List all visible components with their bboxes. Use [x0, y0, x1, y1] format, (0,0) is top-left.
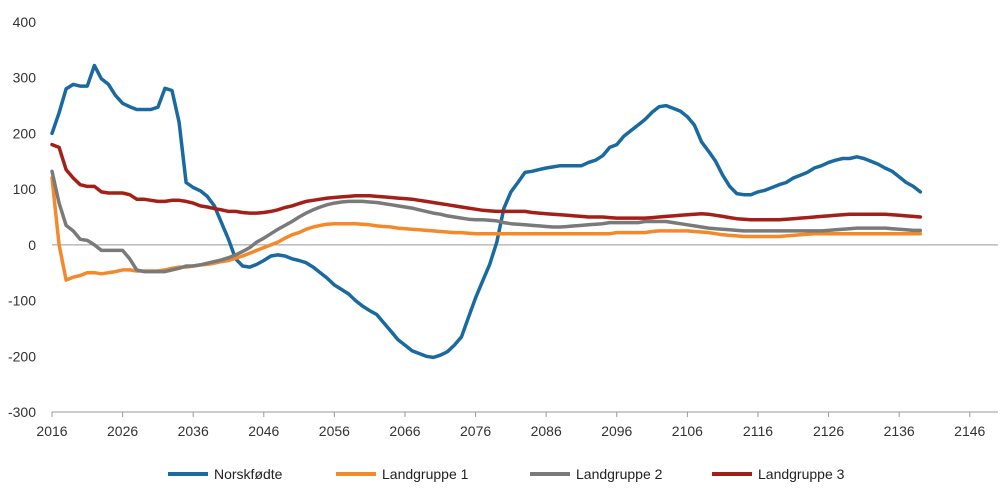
- x-tick-label: 2056: [319, 423, 350, 439]
- y-tick-label: -200: [8, 348, 36, 364]
- x-tick-label: 2136: [884, 423, 915, 439]
- legend-label-4: Landgruppe 3: [758, 466, 845, 482]
- x-tick-label: 2106: [672, 423, 703, 439]
- x-tick-label: 2116: [743, 423, 773, 439]
- x-tick-label: 2026: [107, 423, 138, 439]
- y-tick-label: -100: [8, 293, 36, 309]
- x-tick-label: 2126: [813, 423, 844, 439]
- x-tick-label: 2046: [248, 423, 279, 439]
- y-tick-label: 0: [28, 237, 36, 253]
- x-tick-label: 2096: [601, 423, 632, 439]
- series-line-4: [50, 142, 923, 222]
- x-tick-label: 2086: [531, 423, 562, 439]
- x-tick-label: 2146: [954, 423, 985, 439]
- series-line-1: [50, 63, 923, 360]
- y-tick-label: -300: [8, 404, 36, 420]
- legend: Norskfødte Landgruppe 1 Landgruppe 2 Landgr…: [168, 466, 845, 482]
- series-line-3: [50, 169, 923, 274]
- x-tick-label: 2066: [389, 423, 420, 439]
- x-tick-label: 2036: [178, 423, 209, 439]
- y-tick-label: 200: [13, 125, 37, 141]
- legend-label-1: Norskfødte: [214, 466, 283, 482]
- x-axis-tick-labels: 2016 2026 2036 2046 2056 2066 2076 2086 2096 2106…: [36, 412, 986, 439]
- x-tick-label: 2076: [460, 423, 491, 439]
- series-line-2: [50, 176, 923, 282]
- y-tick-label: 300: [13, 70, 37, 86]
- y-tick-label: 400: [13, 14, 37, 30]
- legend-label-2: Landgruppe 1: [382, 466, 469, 482]
- series-lines: [50, 63, 923, 360]
- x-tick-label: 2016: [36, 423, 67, 439]
- y-axis-tick-labels: 400 300 200 100 0 -100 -200 -300: [8, 14, 36, 420]
- y-tick-label: 100: [13, 181, 37, 197]
- legend-label-3: Landgruppe 2: [576, 466, 663, 482]
